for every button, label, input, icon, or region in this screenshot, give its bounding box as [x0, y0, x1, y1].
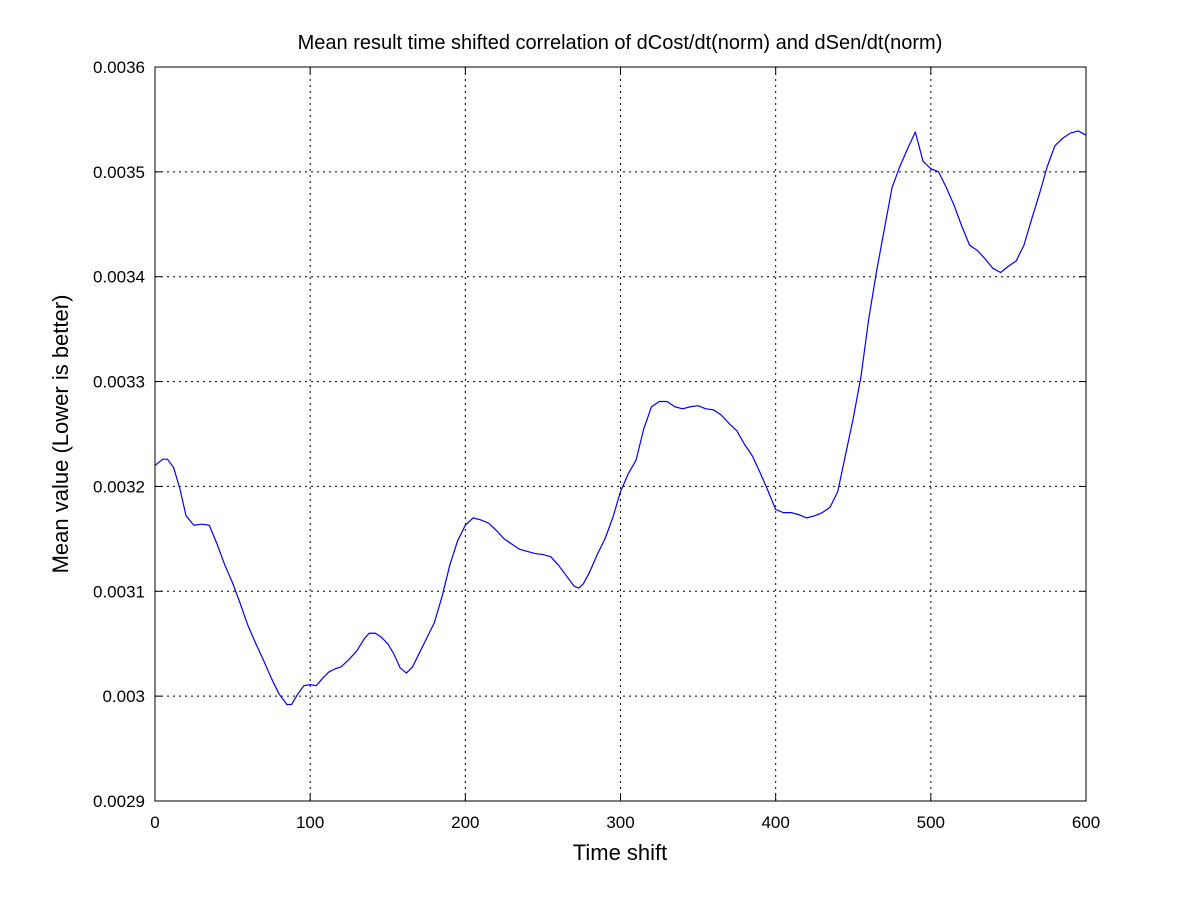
x-tick-label: 300 — [606, 813, 634, 832]
series-line — [154, 130, 1087, 706]
x-tick-label: 600 — [1072, 813, 1100, 832]
y-axis-label: Mean value (Lower is better) — [48, 295, 73, 574]
axis-ticks — [154, 66, 1087, 802]
y-tick-label: 0.0035 — [93, 163, 145, 182]
y-tick-label: 0.0036 — [93, 58, 145, 77]
x-tick-label: 100 — [296, 813, 324, 832]
chart-title: Mean result time shifted correlation of … — [298, 32, 943, 54]
tick-labels: 0 100 200 300 400 500 600 0.0029 0.003 0.0031 0.00… — [93, 58, 1100, 832]
y-tick-label: 0.0029 — [93, 792, 145, 811]
y-tick-label: 0.0033 — [93, 373, 145, 392]
y-tick-label: 0.003 — [102, 687, 145, 706]
grid-lines — [155, 67, 1086, 801]
x-tick-label: 400 — [761, 813, 789, 832]
y-tick-label: 0.0034 — [93, 268, 145, 287]
y-tick-label: 0.0031 — [93, 582, 145, 601]
series-layer — [154, 130, 1087, 706]
x-tick-label: 500 — [917, 813, 945, 832]
x-tick-label: 200 — [451, 813, 479, 832]
x-tick-label: 0 — [150, 813, 159, 832]
x-axis-label: Time shift — [573, 840, 668, 865]
y-tick-label: 0.0032 — [93, 477, 145, 496]
